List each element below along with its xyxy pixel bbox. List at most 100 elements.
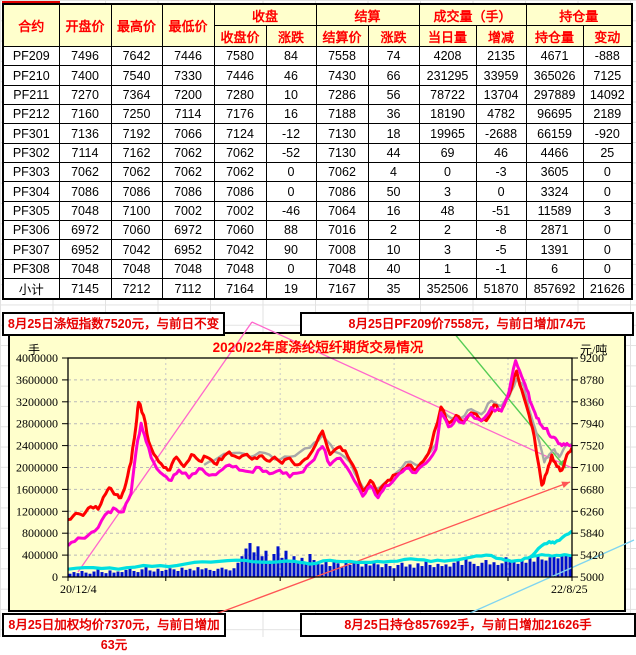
table-cell[interactable]: 90 xyxy=(265,239,317,260)
table-cell[interactable]: 19965 xyxy=(418,123,477,144)
banner-pf209-summary[interactable]: 8月25日PF209价7558元，与前日增加74元 xyxy=(300,312,634,336)
table-cell[interactable]: 7086 xyxy=(213,181,267,202)
table-cell[interactable]: 7212 xyxy=(110,278,163,300)
table-cell[interactable]: PF305 xyxy=(2,200,60,222)
table-cell[interactable]: 3 xyxy=(418,181,477,202)
table-cell[interactable]: 1391 xyxy=(525,239,584,260)
table-cell[interactable]: 7136 xyxy=(58,123,112,144)
table-cell[interactable]: 7188 xyxy=(315,104,369,125)
table-cell[interactable]: 2 xyxy=(367,220,420,241)
col-header-2[interactable]: 最高价 xyxy=(110,3,163,47)
table-cell[interactable]: 6 xyxy=(525,258,584,280)
table-cell[interactable]: 0 xyxy=(582,181,633,202)
table-cell[interactable]: -52 xyxy=(265,142,317,164)
table-cell[interactable]: 7642 xyxy=(110,45,163,67)
group-header-1[interactable]: 结算 xyxy=(315,3,420,26)
table-cell[interactable]: 7145 xyxy=(58,278,112,300)
table-cell[interactable]: 66 xyxy=(367,65,420,86)
table-cell[interactable]: 297889 xyxy=(525,84,584,106)
table-cell[interactable]: PF308 xyxy=(2,258,60,280)
table-cell[interactable]: 7580 xyxy=(213,45,267,67)
table-cell[interactable]: 7042 xyxy=(213,239,267,260)
table-cell[interactable]: 2189 xyxy=(582,104,633,125)
sub-header-2[interactable]: 结算价 xyxy=(315,25,369,47)
table-cell[interactable]: 7016 xyxy=(315,220,369,241)
table-cell[interactable]: 46 xyxy=(265,65,317,86)
table-cell[interactable]: 7042 xyxy=(110,239,163,260)
sub-header-6[interactable]: 持仓量 xyxy=(525,25,584,47)
table-cell[interactable]: -12 xyxy=(265,123,317,144)
table-cell[interactable]: -920 xyxy=(582,123,633,144)
table-cell[interactable]: 7160 xyxy=(58,104,112,125)
table-cell[interactable]: PF307 xyxy=(2,239,60,260)
table-cell[interactable]: 40 xyxy=(367,258,420,280)
table-cell[interactable]: 7286 xyxy=(315,84,369,106)
table-cell[interactable]: 6952 xyxy=(58,239,112,260)
table-cell[interactable]: -3 xyxy=(475,162,527,183)
table-cell[interactable]: 857692 xyxy=(525,278,584,300)
table-cell[interactable]: 74 xyxy=(367,45,420,67)
sub-header-3[interactable]: 涨跌 xyxy=(367,25,420,47)
table-cell[interactable]: 21626 xyxy=(582,278,633,300)
table-cell[interactable]: 7060 xyxy=(110,220,163,241)
table-cell[interactable]: 16 xyxy=(265,104,317,125)
table-cell[interactable]: 7100 xyxy=(110,200,163,222)
table-cell[interactable]: 7062 xyxy=(161,142,215,164)
table-cell[interactable]: 4671 xyxy=(525,45,584,67)
table-cell[interactable]: 7330 xyxy=(161,65,215,86)
table-cell[interactable]: 7162 xyxy=(110,142,163,164)
group-header-3[interactable]: 持仓量 xyxy=(525,3,633,26)
table-cell[interactable]: 7048 xyxy=(58,258,112,280)
table-cell[interactable]: PF211 xyxy=(2,84,60,106)
table-cell[interactable]: 7114 xyxy=(161,104,215,125)
table-cell[interactable]: 7430 xyxy=(315,65,369,86)
table-cell[interactable]: 7124 xyxy=(213,123,267,144)
table-cell[interactable]: 0 xyxy=(582,162,633,183)
table-cell[interactable]: 7048 xyxy=(161,258,215,280)
table-cell[interactable]: 25 xyxy=(582,142,633,164)
table-cell[interactable]: -888 xyxy=(582,45,633,67)
group-header-0[interactable]: 收盘 xyxy=(213,3,317,26)
table-cell[interactable]: 0 xyxy=(265,162,317,183)
table-cell[interactable]: 78722 xyxy=(418,84,477,106)
table-cell[interactable]: 小计 xyxy=(2,278,60,300)
sub-header-7[interactable]: 变动 xyxy=(582,25,633,47)
table-cell[interactable]: -5 xyxy=(475,239,527,260)
table-cell[interactable]: 96695 xyxy=(525,104,584,125)
sub-header-0[interactable]: 收盘价 xyxy=(213,25,267,47)
table-cell[interactable]: PF302 xyxy=(2,142,60,164)
table-cell[interactable]: 3 xyxy=(418,239,477,260)
table-cell[interactable]: 56 xyxy=(367,84,420,106)
table-cell[interactable]: -2688 xyxy=(475,123,527,144)
table-cell[interactable]: 7364 xyxy=(110,84,163,106)
table-cell[interactable]: 7164 xyxy=(213,278,267,300)
table-cell[interactable]: 88 xyxy=(265,220,317,241)
table-cell[interactable]: 18190 xyxy=(418,104,477,125)
table-cell[interactable]: 10 xyxy=(265,84,317,106)
table-cell[interactable]: 4208 xyxy=(418,45,477,67)
table-cell[interactable]: 2 xyxy=(418,220,477,241)
table-cell[interactable]: 7086 xyxy=(161,181,215,202)
table-cell[interactable]: 1 xyxy=(418,258,477,280)
table-cell[interactable]: 19 xyxy=(265,278,317,300)
table-cell[interactable]: 7446 xyxy=(161,45,215,67)
table-cell[interactable]: PF301 xyxy=(2,123,60,144)
table-cell[interactable]: 11589 xyxy=(525,200,584,222)
table-cell[interactable]: 7060 xyxy=(213,220,267,241)
table-cell[interactable]: 0 xyxy=(582,258,633,280)
table-cell[interactable]: PF306 xyxy=(2,220,60,241)
table-cell[interactable]: 69 xyxy=(418,142,477,164)
table-cell[interactable]: 7192 xyxy=(110,123,163,144)
table-cell[interactable]: 48 xyxy=(418,200,477,222)
sub-header-1[interactable]: 涨跌 xyxy=(265,25,317,47)
table-cell[interactable]: 7062 xyxy=(161,162,215,183)
table-cell[interactable]: 0 xyxy=(582,220,633,241)
table-cell[interactable]: 7062 xyxy=(213,162,267,183)
table-cell[interactable]: 7176 xyxy=(213,104,267,125)
table-cell[interactable]: 51870 xyxy=(475,278,527,300)
table-cell[interactable]: 2871 xyxy=(525,220,584,241)
table-cell[interactable]: PF304 xyxy=(2,181,60,202)
table-cell[interactable]: 3 xyxy=(582,200,633,222)
table-cell[interactable]: 7002 xyxy=(213,200,267,222)
table-cell[interactable]: -1 xyxy=(475,258,527,280)
